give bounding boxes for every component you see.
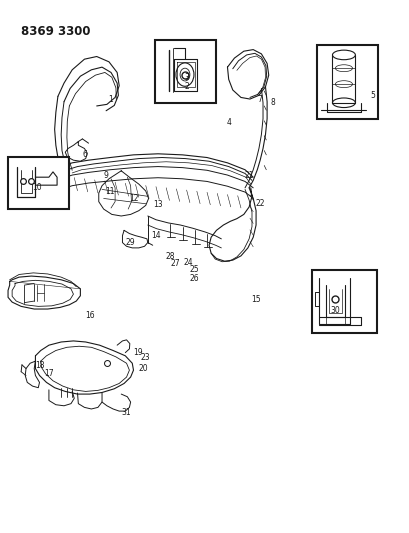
Text: 21: 21 (244, 171, 253, 180)
Text: 11: 11 (105, 187, 115, 196)
Text: 24: 24 (182, 258, 192, 266)
Text: 10: 10 (32, 183, 41, 192)
Bar (8, 157, 68, 209)
Text: 29: 29 (126, 238, 135, 247)
Text: 15: 15 (251, 295, 260, 304)
Bar (155, 40, 215, 103)
Text: 5: 5 (369, 91, 374, 100)
Text: 9: 9 (103, 171, 108, 180)
Text: 19: 19 (133, 348, 142, 357)
Text: 13: 13 (153, 200, 162, 209)
Text: 16: 16 (85, 311, 94, 320)
Bar (317, 45, 377, 119)
Text: 17: 17 (44, 369, 54, 378)
Text: 30: 30 (329, 305, 339, 314)
Text: 8369 3300: 8369 3300 (21, 25, 90, 38)
Text: 31: 31 (121, 408, 131, 417)
Text: 23: 23 (141, 353, 150, 362)
Text: 18: 18 (35, 361, 45, 370)
Text: 1: 1 (108, 94, 113, 103)
Text: 12: 12 (128, 194, 138, 203)
Text: 6: 6 (82, 150, 87, 159)
Text: 14: 14 (151, 231, 160, 240)
Text: 4: 4 (227, 118, 231, 127)
Bar (311, 270, 376, 333)
Text: 26: 26 (189, 273, 199, 282)
Text: 25: 25 (189, 265, 199, 273)
Text: 2: 2 (184, 82, 189, 91)
Text: 22: 22 (255, 199, 264, 208)
Text: 7: 7 (257, 94, 262, 103)
Text: 3: 3 (184, 73, 189, 82)
Text: 27: 27 (171, 260, 180, 268)
Text: 8: 8 (270, 98, 274, 107)
Text: 28: 28 (165, 253, 175, 261)
Text: 20: 20 (138, 364, 147, 373)
